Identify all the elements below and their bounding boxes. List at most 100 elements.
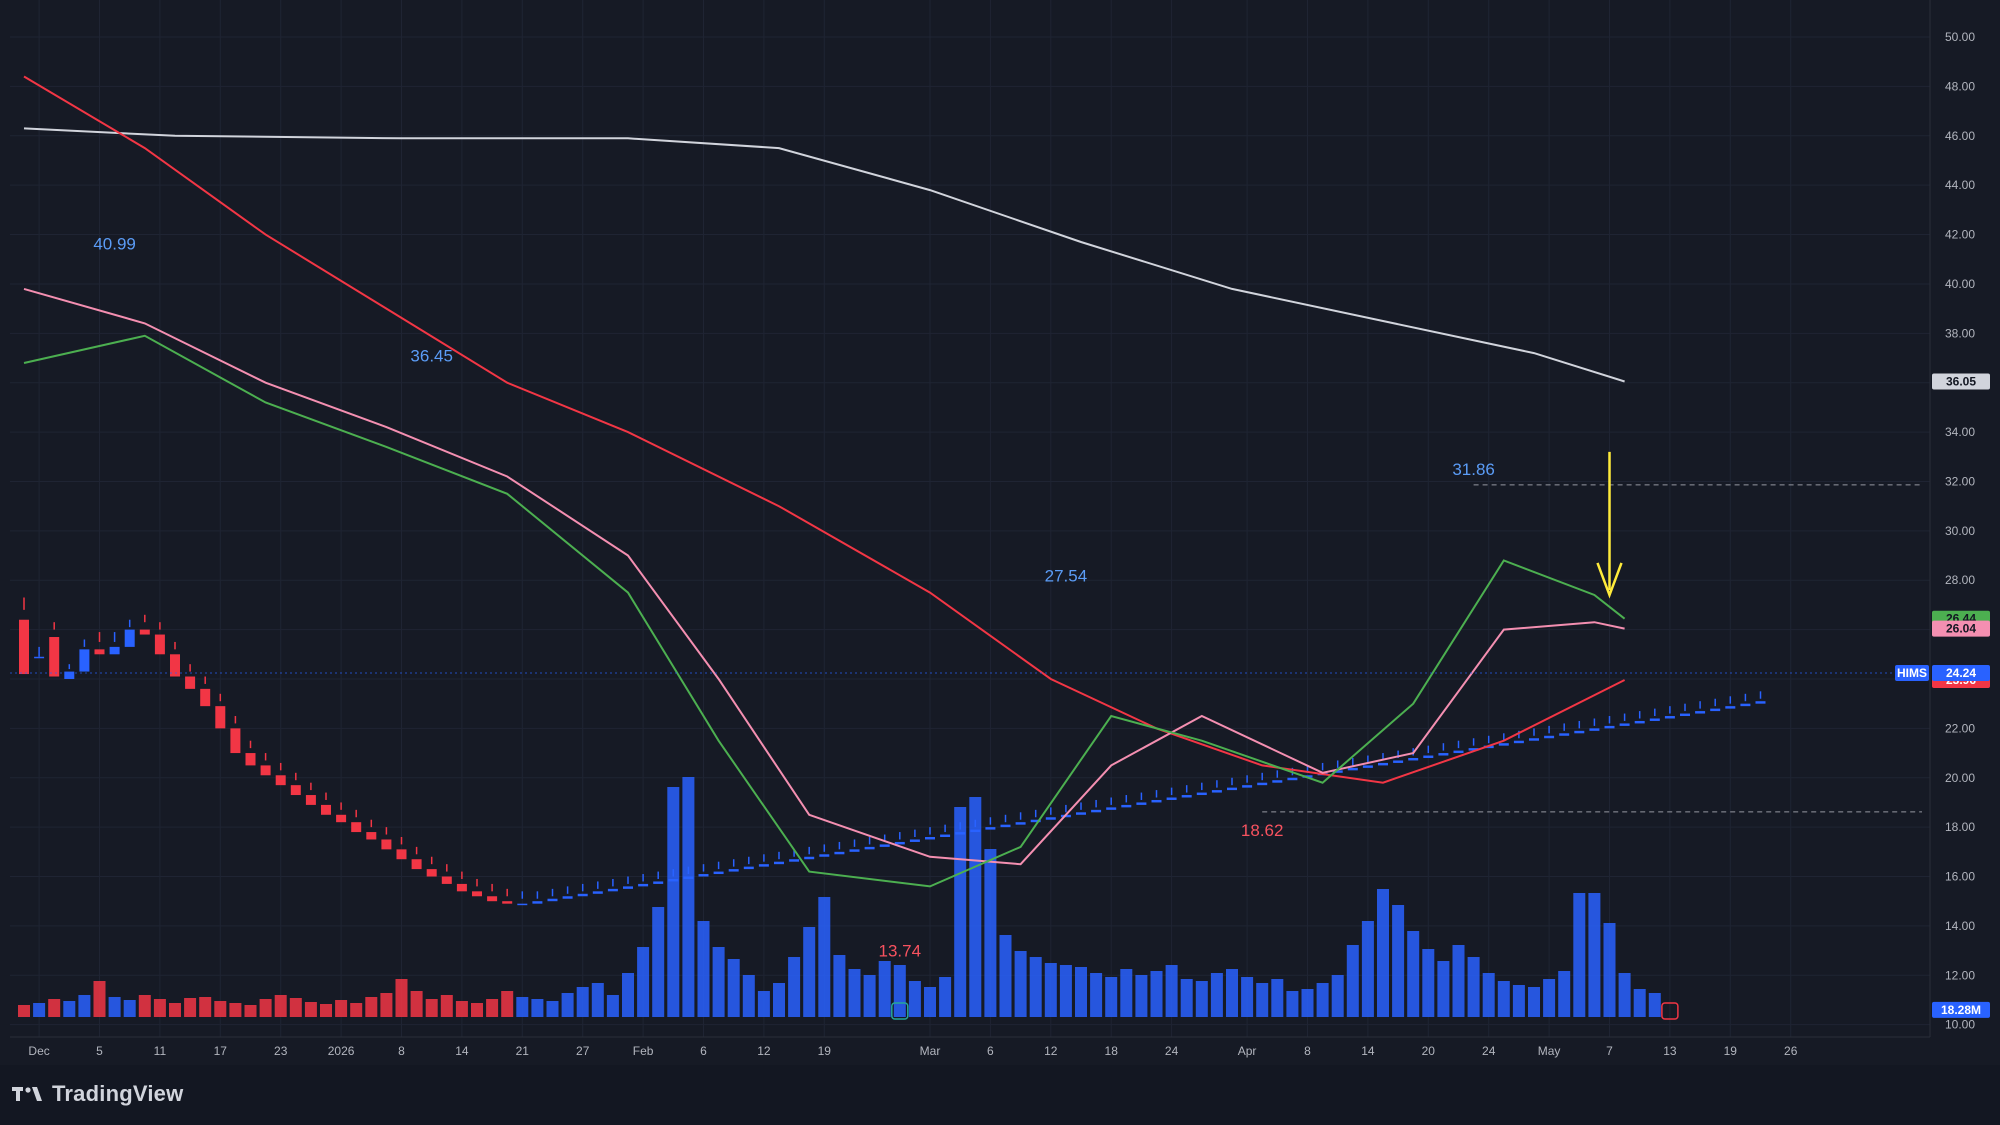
candle-body — [1453, 750, 1464, 754]
candle-body — [1619, 723, 1630, 726]
volume-bar — [123, 1000, 136, 1017]
candle-body — [170, 654, 180, 677]
ma-50-line — [23, 75, 1626, 784]
candle-body — [879, 844, 890, 847]
y-tick-label: 14.00 — [1945, 919, 1975, 933]
candle-body — [985, 827, 996, 830]
volume-bar — [169, 1003, 181, 1017]
volume-bar — [1528, 987, 1540, 1017]
volume-bar — [788, 957, 801, 1017]
y-tick-label: 48.00 — [1945, 79, 1975, 93]
volume-bar — [757, 991, 770, 1017]
volume-bar — [1059, 965, 1072, 1017]
price-chart[interactable]: 40.99 36.45 27.54 31.86 13.74 18.62 10.00 12.00… — [0, 0, 2000, 1065]
volume-bar — [1044, 963, 1057, 1017]
candle-body — [1091, 809, 1102, 813]
x-tick-label: 26 — [1784, 1044, 1798, 1058]
volume-bar — [33, 1003, 46, 1017]
price-tag-bg — [1932, 620, 1990, 637]
volume-bar — [410, 991, 423, 1017]
y-tick-label: 38.00 — [1945, 326, 1975, 340]
volume-bar — [924, 987, 936, 1017]
candle-body — [1589, 728, 1600, 731]
candle-body — [1287, 777, 1298, 781]
volume-bar — [199, 997, 212, 1017]
volume-bar — [606, 995, 619, 1017]
candle-body — [925, 837, 935, 840]
x-tick-label: 12 — [1044, 1044, 1058, 1058]
candle-body — [1196, 792, 1207, 796]
price-annotation-high: 36.45 — [410, 347, 453, 366]
volume-bar — [1346, 945, 1359, 1017]
candle-body — [517, 903, 528, 906]
volume-bar — [999, 935, 1012, 1017]
x-tick-label: 8 — [1304, 1044, 1311, 1058]
price-annotation-high: 40.99 — [93, 234, 136, 253]
candle-body — [1076, 812, 1086, 815]
candle-body — [683, 876, 694, 879]
candle-body — [562, 896, 573, 899]
earnings-icon — [1661, 1002, 1679, 1020]
candle-body — [819, 854, 830, 857]
volume-bar — [984, 849, 997, 1017]
price-tag-bg — [1932, 665, 1990, 682]
candle-body — [502, 901, 513, 904]
candle-body — [1211, 790, 1222, 793]
candle-body — [456, 883, 467, 892]
volume-bar — [184, 998, 197, 1017]
volume-bar — [1467, 957, 1480, 1017]
x-tick-label: 14 — [455, 1044, 469, 1058]
volume-bar — [1195, 981, 1208, 1017]
volume-bar — [576, 987, 589, 1017]
candle-body — [109, 646, 120, 655]
candle-body — [441, 876, 452, 884]
y-tick-label: 46.00 — [1945, 129, 1975, 143]
volume-bar — [455, 1001, 468, 1017]
candle-body — [1725, 706, 1736, 709]
volume-bar — [833, 955, 846, 1017]
candle-body — [1136, 802, 1147, 805]
x-tick-label: 23 — [274, 1044, 288, 1058]
ma-20-line — [23, 287, 1625, 866]
candle-body — [472, 891, 482, 897]
brand[interactable]: TradingView — [12, 1079, 183, 1109]
candle-body — [1423, 755, 1434, 758]
volume-bar — [622, 973, 634, 1017]
volume-bar — [1497, 981, 1510, 1017]
candle-body — [230, 728, 241, 754]
volume-bar — [1618, 973, 1631, 1017]
candle-body — [124, 629, 135, 647]
candle-body — [1347, 767, 1358, 771]
volume-bar — [1135, 975, 1148, 1017]
volume-bar — [712, 947, 725, 1017]
volume-bar — [229, 1003, 242, 1017]
candle-body — [864, 846, 875, 850]
candle-body — [894, 841, 905, 845]
candle-body — [275, 775, 286, 786]
candle-body — [1242, 785, 1253, 788]
volume-bar — [395, 979, 408, 1017]
volume-bar — [1633, 989, 1646, 1017]
candle-body — [1740, 703, 1751, 707]
volume-bar — [1588, 893, 1601, 1017]
candle-body — [154, 634, 165, 655]
x-tick-label: 19 — [1724, 1044, 1738, 1058]
volume-bar — [1301, 989, 1314, 1017]
candle-body — [1181, 795, 1192, 798]
volume-bar — [637, 947, 650, 1017]
volume-bar — [1105, 977, 1118, 1017]
candle-body — [290, 785, 301, 796]
candle-body — [336, 814, 347, 823]
price-tag-bg — [1932, 1001, 1990, 1018]
volume-bar — [1392, 905, 1405, 1017]
candle-body — [1257, 782, 1268, 786]
price-annotation-high: 31.86 — [1452, 460, 1495, 479]
symbol-label: HIMS — [1897, 666, 1927, 680]
brand-name: TradingView — [52, 1081, 184, 1106]
volume-bar — [365, 997, 378, 1017]
candle-body — [396, 849, 407, 860]
candle-body — [1755, 701, 1766, 704]
volume-bar — [335, 1000, 348, 1017]
candle-body — [547, 898, 558, 902]
